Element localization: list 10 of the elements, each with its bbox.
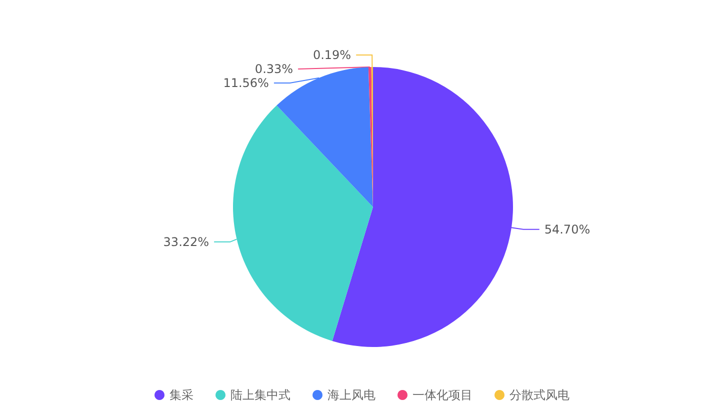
data-label: 0.33% bbox=[254, 62, 294, 76]
data-label: 54.70% bbox=[544, 222, 590, 236]
data-label: 0.19% bbox=[312, 48, 352, 62]
legend-label: 集采 bbox=[170, 388, 194, 402]
legend-label: 分散式风电 bbox=[510, 388, 570, 402]
data-label: 11.56% bbox=[223, 76, 269, 90]
legend-label: 海上风电 bbox=[328, 388, 376, 402]
legend-label: 一体化项目 bbox=[412, 388, 472, 402]
legend-label: 陆上集中式 bbox=[230, 388, 290, 402]
data-label: 33.22% bbox=[163, 234, 210, 249]
